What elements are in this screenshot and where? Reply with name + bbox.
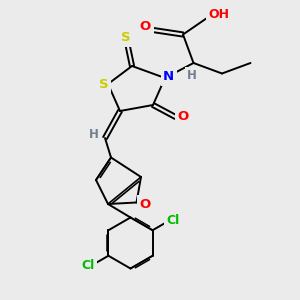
- Text: O: O: [140, 197, 151, 211]
- Text: H: H: [89, 128, 98, 142]
- Text: N: N: [163, 70, 174, 83]
- Text: H: H: [187, 69, 197, 82]
- Text: Cl: Cl: [167, 214, 180, 227]
- Text: OH: OH: [208, 8, 230, 22]
- Text: O: O: [140, 20, 151, 34]
- Text: S: S: [121, 31, 131, 44]
- Text: O: O: [177, 110, 189, 124]
- Text: S: S: [99, 77, 108, 91]
- Text: Cl: Cl: [81, 259, 94, 272]
